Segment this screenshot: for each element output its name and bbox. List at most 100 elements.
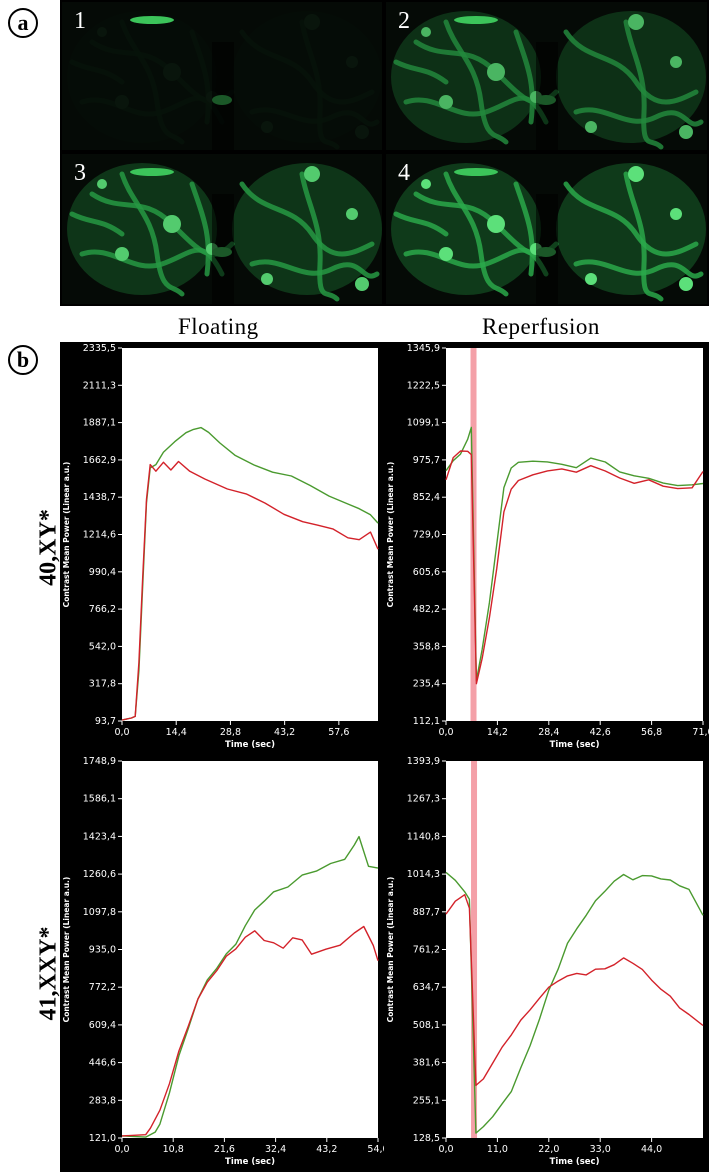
y-axis-label: Contrast Mean Power (Linear a.u.) bbox=[386, 462, 395, 608]
y-tick-label: 1393,9 bbox=[407, 756, 440, 767]
y-tick-label: 1438,7 bbox=[83, 492, 116, 503]
row-title-40xy: 40,XY* bbox=[35, 509, 62, 586]
plot-area bbox=[122, 348, 378, 721]
tile-vessel bbox=[189, 181, 211, 277]
tile-marker-top bbox=[454, 168, 498, 176]
tile-hotspot bbox=[261, 121, 273, 133]
tile-3-image bbox=[62, 154, 382, 304]
x-tick-label: 43,2 bbox=[316, 1144, 337, 1155]
tile-vessel bbox=[79, 95, 225, 125]
y-tick-label: 990,4 bbox=[89, 567, 116, 578]
ultrasound-tile-4: 4 bbox=[386, 154, 707, 304]
tile-vessel bbox=[623, 19, 664, 150]
y-tick-label: 1887,1 bbox=[83, 418, 116, 429]
tile-vessel bbox=[443, 171, 509, 297]
tile-hotspot bbox=[421, 27, 431, 37]
panel-label-b: b bbox=[8, 345, 38, 375]
ultrasound-tile-2: 2 bbox=[386, 2, 707, 150]
y-tick-label: 446,6 bbox=[89, 1058, 116, 1069]
tile-vessel bbox=[573, 107, 704, 127]
y-tick-label: 235,4 bbox=[413, 679, 440, 690]
x-axis-label: Time (sec) bbox=[550, 1157, 600, 1167]
tile-vessel bbox=[563, 181, 699, 257]
tile-vessel bbox=[563, 29, 699, 105]
x-tick-label: 42,6 bbox=[590, 727, 611, 738]
tile-1-image bbox=[62, 2, 382, 150]
tile-lobe-left bbox=[67, 163, 217, 295]
x-axis-label: Time (sec) bbox=[225, 740, 275, 750]
ultrasound-tile-1: 1 bbox=[62, 2, 382, 150]
tile-hotspot bbox=[163, 215, 181, 233]
chart-block: 93,7 317,8 542,0 766,2 990,4 1214,6 1438,7 1662… bbox=[60, 342, 709, 1172]
y-tick-label: 772,2 bbox=[89, 982, 116, 993]
x-tick-label: 44,0 bbox=[641, 1144, 662, 1155]
chart-svg-reperfusion-40xy: 112,1 235,4 358,8 482,2 605,6 729,0 852,4 975,7… bbox=[384, 342, 709, 755]
tile-vessel bbox=[393, 59, 449, 85]
y-tick-label: 975,7 bbox=[413, 455, 440, 466]
tile-shadow-band bbox=[212, 194, 234, 304]
x-tick-label: 10,8 bbox=[163, 1144, 184, 1155]
tile-hotspot bbox=[304, 14, 320, 30]
tile-tissue-group bbox=[391, 163, 706, 302]
y-tick-label: 1214,6 bbox=[83, 530, 116, 541]
x-tick-label: 43,2 bbox=[274, 727, 295, 738]
y-tick-label: 1586,1 bbox=[83, 794, 116, 805]
ultrasound-tile-3: 3 bbox=[62, 154, 382, 304]
tile-3-number: 3 bbox=[74, 160, 86, 186]
tile-lobe-left bbox=[67, 11, 217, 143]
flash-marker bbox=[471, 761, 478, 1138]
y-tick-label: 729,0 bbox=[413, 530, 440, 541]
tile-2-image bbox=[386, 2, 707, 150]
y-tick-label: 1099,1 bbox=[407, 418, 440, 429]
y-tick-label: 1097,8 bbox=[83, 907, 116, 918]
tile-hotspot bbox=[585, 121, 597, 133]
tile-hotspot bbox=[115, 95, 129, 109]
tile-hotspot bbox=[585, 273, 597, 285]
x-tick-label: 71,0 bbox=[692, 727, 709, 738]
tile-vessel bbox=[299, 19, 340, 150]
x-tick-label: 28,4 bbox=[538, 727, 559, 738]
tile-vessel bbox=[513, 29, 535, 125]
x-tick-label: 14,2 bbox=[487, 727, 508, 738]
y-tick-label: 1014,3 bbox=[407, 869, 440, 880]
plot-area bbox=[446, 348, 703, 721]
y-tick-label: 1267,3 bbox=[407, 794, 440, 805]
panel-label-a: a bbox=[8, 8, 38, 38]
y-tick-label: 283,8 bbox=[89, 1095, 116, 1106]
y-tick-label: 1140,8 bbox=[407, 831, 440, 842]
tile-shadow-band bbox=[536, 42, 558, 150]
tile-vessel bbox=[513, 181, 535, 277]
chart-reperfusion-41xxy: 128,5 255,1 381,6 508,1 634,7 761,2 887,7 1014,… bbox=[384, 755, 709, 1172]
x-tick-label: 0,0 bbox=[114, 727, 129, 738]
y-tick-label: 482,2 bbox=[413, 604, 440, 615]
tile-vessel bbox=[443, 19, 509, 145]
x-tick-label: 0,0 bbox=[438, 727, 453, 738]
y-tick-label: 317,8 bbox=[89, 679, 116, 690]
tile-4-image bbox=[386, 154, 707, 304]
x-tick-label: 32,4 bbox=[265, 1144, 286, 1155]
x-tick-label: 33,0 bbox=[590, 1144, 611, 1155]
tile-hotspot bbox=[439, 95, 453, 109]
y-tick-label: 766,2 bbox=[89, 604, 116, 615]
y-tick-label: 542,0 bbox=[89, 641, 116, 652]
y-axis-label: Contrast Mean Power (Linear a.u.) bbox=[386, 877, 395, 1023]
panel-label-b-text: b bbox=[16, 347, 30, 372]
y-tick-label: 1423,4 bbox=[83, 831, 116, 842]
tile-vessel bbox=[69, 59, 125, 85]
y-tick-label: 358,8 bbox=[413, 641, 440, 652]
tile-marker-top bbox=[130, 16, 174, 24]
tile-1-number: 1 bbox=[74, 8, 86, 34]
x-tick-label: 57,6 bbox=[328, 727, 349, 738]
y-tick-label: 255,1 bbox=[413, 1095, 440, 1106]
tile-2-number: 2 bbox=[398, 8, 410, 34]
series-line-green bbox=[445, 871, 704, 1134]
tile-hotspot bbox=[304, 166, 320, 182]
chart-svg-floating-40xy: 93,7 317,8 542,0 766,2 990,4 1214,6 1438,7 1662… bbox=[60, 342, 384, 755]
y-axis-label: Contrast Mean Power (Linear a.u.) bbox=[62, 462, 71, 608]
y-tick-label: 634,7 bbox=[413, 982, 440, 993]
tile-vessel bbox=[573, 259, 704, 279]
tile-lobe-left bbox=[391, 11, 541, 143]
x-tick-label: 22,0 bbox=[538, 1144, 559, 1155]
x-tick-label: 56,8 bbox=[641, 727, 662, 738]
tile-lobe-right bbox=[232, 11, 382, 143]
